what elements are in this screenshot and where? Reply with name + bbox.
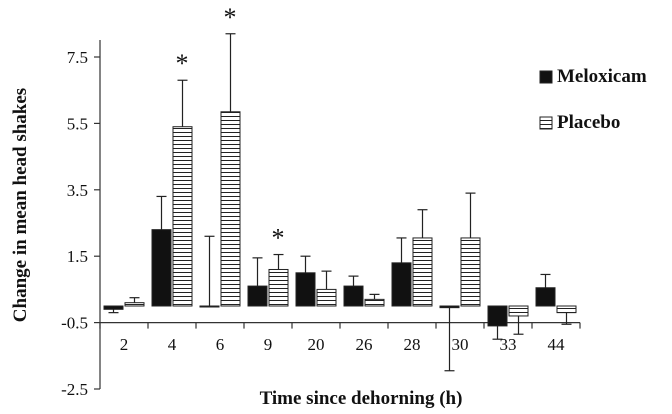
significance-star: * — [272, 224, 285, 253]
y-axis-title: Change in mean head shakes — [10, 88, 31, 322]
bar-placebo-33 — [508, 305, 529, 317]
significance-star: * — [176, 49, 189, 78]
bar-placebo-28 — [412, 237, 433, 307]
significance-annotations: * * * — [176, 3, 285, 253]
bar-meloxicam-26 — [343, 285, 364, 307]
bar-placebo-26 — [364, 298, 385, 307]
bar-placebo-6 — [220, 111, 241, 307]
x-tick-label: 2 — [120, 335, 129, 354]
bar-meloxicam-44 — [535, 287, 556, 307]
bar-placebo-2 — [124, 302, 145, 307]
bar-meloxicam-30 — [439, 305, 460, 309]
x-tick-label: 28 — [404, 335, 421, 354]
y-tick-label: -2.5 — [61, 380, 88, 399]
legend-label-meloxicam: Meloxicam — [557, 66, 647, 87]
bar-placebo-30 — [460, 237, 481, 307]
legend-swatch-meloxicam — [539, 70, 553, 84]
bar-placebo-20 — [316, 288, 337, 307]
x-tick-label: 33 — [500, 335, 517, 354]
x-axis: 2 4 6 9 20 26 28 30 33 44 — [99, 322, 581, 354]
legend: Meloxicam Placebo — [539, 66, 647, 133]
y-tick-label: -0.5 — [61, 314, 88, 333]
bar-meloxicam-6 — [199, 305, 220, 308]
bar-meloxicam-20 — [295, 272, 316, 307]
y-tick-label: 7.5 — [67, 48, 88, 67]
bar-placebo-9 — [268, 268, 289, 307]
x-tick-label: 20 — [308, 335, 325, 354]
error-bars — [108, 33, 572, 372]
bar-meloxicam-9 — [247, 285, 268, 307]
y-tick-label: 3.5 — [67, 181, 88, 200]
legend-swatch-placebo — [539, 116, 553, 130]
bar-meloxicam-2 — [103, 305, 124, 310]
bar-placebo-44 — [556, 305, 577, 314]
y-tick-label: 5.5 — [67, 114, 88, 133]
significance-star: * — [224, 3, 237, 32]
x-tick-label: 26 — [356, 335, 373, 354]
bar-meloxicam-4 — [151, 229, 172, 307]
x-tick-label: 4 — [168, 335, 177, 354]
x-tick-label: 6 — [216, 335, 225, 354]
x-tick-label: 30 — [452, 335, 469, 354]
x-tick-label: 44 — [548, 335, 566, 354]
bar-meloxicam-33 — [487, 305, 508, 327]
bars — [103, 111, 577, 327]
y-tick-label: 1.5 — [67, 247, 88, 266]
legend-label-placebo: Placebo — [557, 112, 620, 133]
y-axis: 7.5 5.5 3.5 1.5 -0.5 -2.5 — [61, 40, 101, 399]
x-axis-title: Time since dehorning (h) — [260, 388, 463, 409]
x-tick-label: 9 — [264, 335, 273, 354]
bar-meloxicam-28 — [391, 262, 412, 307]
bar-placebo-4 — [172, 126, 193, 307]
